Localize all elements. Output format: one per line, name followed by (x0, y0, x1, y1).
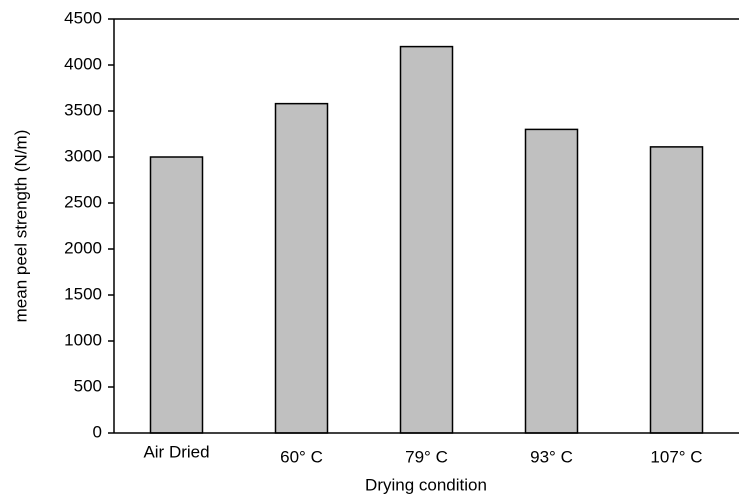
x-axis-label: Drying condition (365, 475, 487, 494)
x-tick-label: 107° C (650, 447, 702, 466)
bar (399, 45, 454, 434)
y-tick-label: 2000 (64, 238, 102, 257)
x-tick-label: 79° C (405, 447, 448, 466)
bar (524, 128, 579, 434)
y-tick-label: 3000 (64, 146, 102, 165)
y-tick-label: 500 (74, 376, 102, 395)
bar (274, 102, 329, 434)
y-tick-label: 1500 (64, 284, 102, 303)
x-tick-label: 93° C (530, 447, 573, 466)
y-tick-label: 0 (93, 422, 102, 441)
y-tick-label: 1000 (64, 330, 102, 349)
bar (649, 146, 704, 434)
y-tick-label: 2500 (64, 192, 102, 211)
y-tick-label: 4000 (64, 54, 102, 73)
x-tick-label: Air Dried (143, 442, 209, 461)
x-tick-label: 60° C (280, 447, 323, 466)
y-tick-label: 3500 (64, 100, 102, 119)
y-axis-label: mean peel strength (N/m) (11, 130, 30, 323)
bar (149, 156, 204, 434)
y-tick-label: 4500 (64, 8, 102, 27)
